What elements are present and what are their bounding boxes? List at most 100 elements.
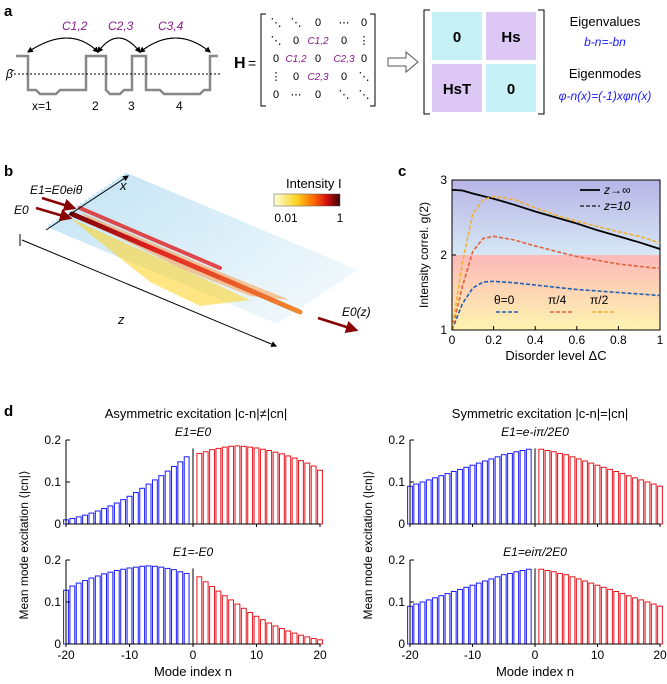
panel-label-d: d [4,403,13,420]
bar [513,571,520,645]
bar [88,577,95,645]
bar [158,475,165,525]
chart-c: 0 0.2 0.4 0.6 0.8 1 1 2 3 Disorder level ΔC Intens… [417,173,664,363]
bar [457,588,463,645]
matrix-cell: C1,2 [285,54,307,65]
bar [507,572,513,645]
bar [132,492,139,525]
bar [247,612,254,645]
bar [613,471,620,525]
matrix-cell: 0 [361,17,367,29]
bar [632,597,638,645]
bar [494,456,501,525]
bar [298,460,304,525]
bar [291,632,298,645]
bar [120,568,127,645]
eigenvalues-title: Eigenvalues [570,14,641,29]
bar [209,585,215,645]
bar [438,595,445,645]
bar [575,578,582,645]
bar [569,456,576,525]
bar [444,593,451,645]
chart-d3: 0 0.1 0.2 E1=e-iπ/2E0 [388,425,663,531]
matrix-cell: ⋱ [359,89,370,101]
bar [126,495,133,525]
bar [278,627,285,645]
bar [650,483,657,525]
ytick-label: 0.1 [388,475,405,489]
bar [202,451,209,525]
ytick-label: 0 [398,517,405,531]
matrix-cell: ⋱ [271,35,282,47]
bar [272,451,279,525]
e0-input-arrow [35,206,73,222]
site-label-2: 2 [92,99,99,113]
bar [557,452,563,525]
bar [544,450,551,525]
chart-c-series-4 [451,195,661,331]
hamiltonian-label: H [234,55,246,72]
transform-arrow-icon [387,50,419,74]
x-axis-label: Mode index n [154,664,232,679]
bar [425,479,432,525]
ytick-label: 0 [54,637,61,651]
matrix-cell: C1,2 [307,36,329,47]
bar [425,599,432,645]
chart-c-series-2 [451,280,661,331]
matrix-cell: 0 [315,17,321,29]
site-label-3: 3 [128,99,135,113]
chart-c-ylabel: Intensity correl. g(2) [417,202,431,308]
bar [619,593,626,645]
panel-label-b: b [4,163,13,180]
e1-input-arrow [41,196,77,211]
ytick-label: 0.2 [44,553,61,567]
bar [469,464,476,525]
bar [475,462,482,525]
bar [594,464,601,525]
block-top-left: 0 [453,29,461,46]
bar [272,625,279,645]
theta-legend-label: θ=0 [494,293,515,307]
bar [247,446,254,525]
z-axis-label: z [117,312,125,327]
bar [644,601,651,645]
bar [438,475,445,525]
bar [432,477,438,525]
chart-c-xtick-label: 0 [449,333,456,347]
matrix-cell: 0 [341,71,347,83]
xtick-label: -20 [401,648,419,662]
chart-c-ytick-label: 1 [440,323,447,337]
bar [525,448,532,525]
bar [75,516,82,525]
matrix-cell: ⋱ [271,17,282,29]
bar [644,481,651,525]
bar [132,566,139,645]
column-title-asymmetric: Asymmetric excitation |c-n|≠|cn| [105,406,287,421]
bar [317,639,323,645]
d-left-ylabel: Mean mode excitation ⟨|cn|⟩ [17,470,31,619]
bar [259,619,266,645]
bar [457,468,463,525]
x-axis-label: x [119,178,127,193]
matrix-cell: 0 [293,35,299,47]
bar [113,502,120,525]
bar [607,588,613,645]
chart-c-background [452,180,660,330]
bar [563,574,570,645]
bar [158,566,165,645]
ytick-label: 0.1 [388,595,405,609]
bar [240,445,247,525]
bar [240,607,247,645]
matrix-cell: 0 [293,71,299,83]
bar [209,449,215,525]
matrix-cell: ⋱ [359,71,370,83]
z-axis-arrow [21,239,278,347]
bar [164,567,171,645]
bar [482,460,488,525]
bar [538,448,545,525]
theta-legend-label: π/4 [548,293,567,307]
bar [183,456,190,525]
bar [513,451,520,525]
chart-c-xtick-label: 1 [657,333,664,347]
bar [69,518,76,525]
